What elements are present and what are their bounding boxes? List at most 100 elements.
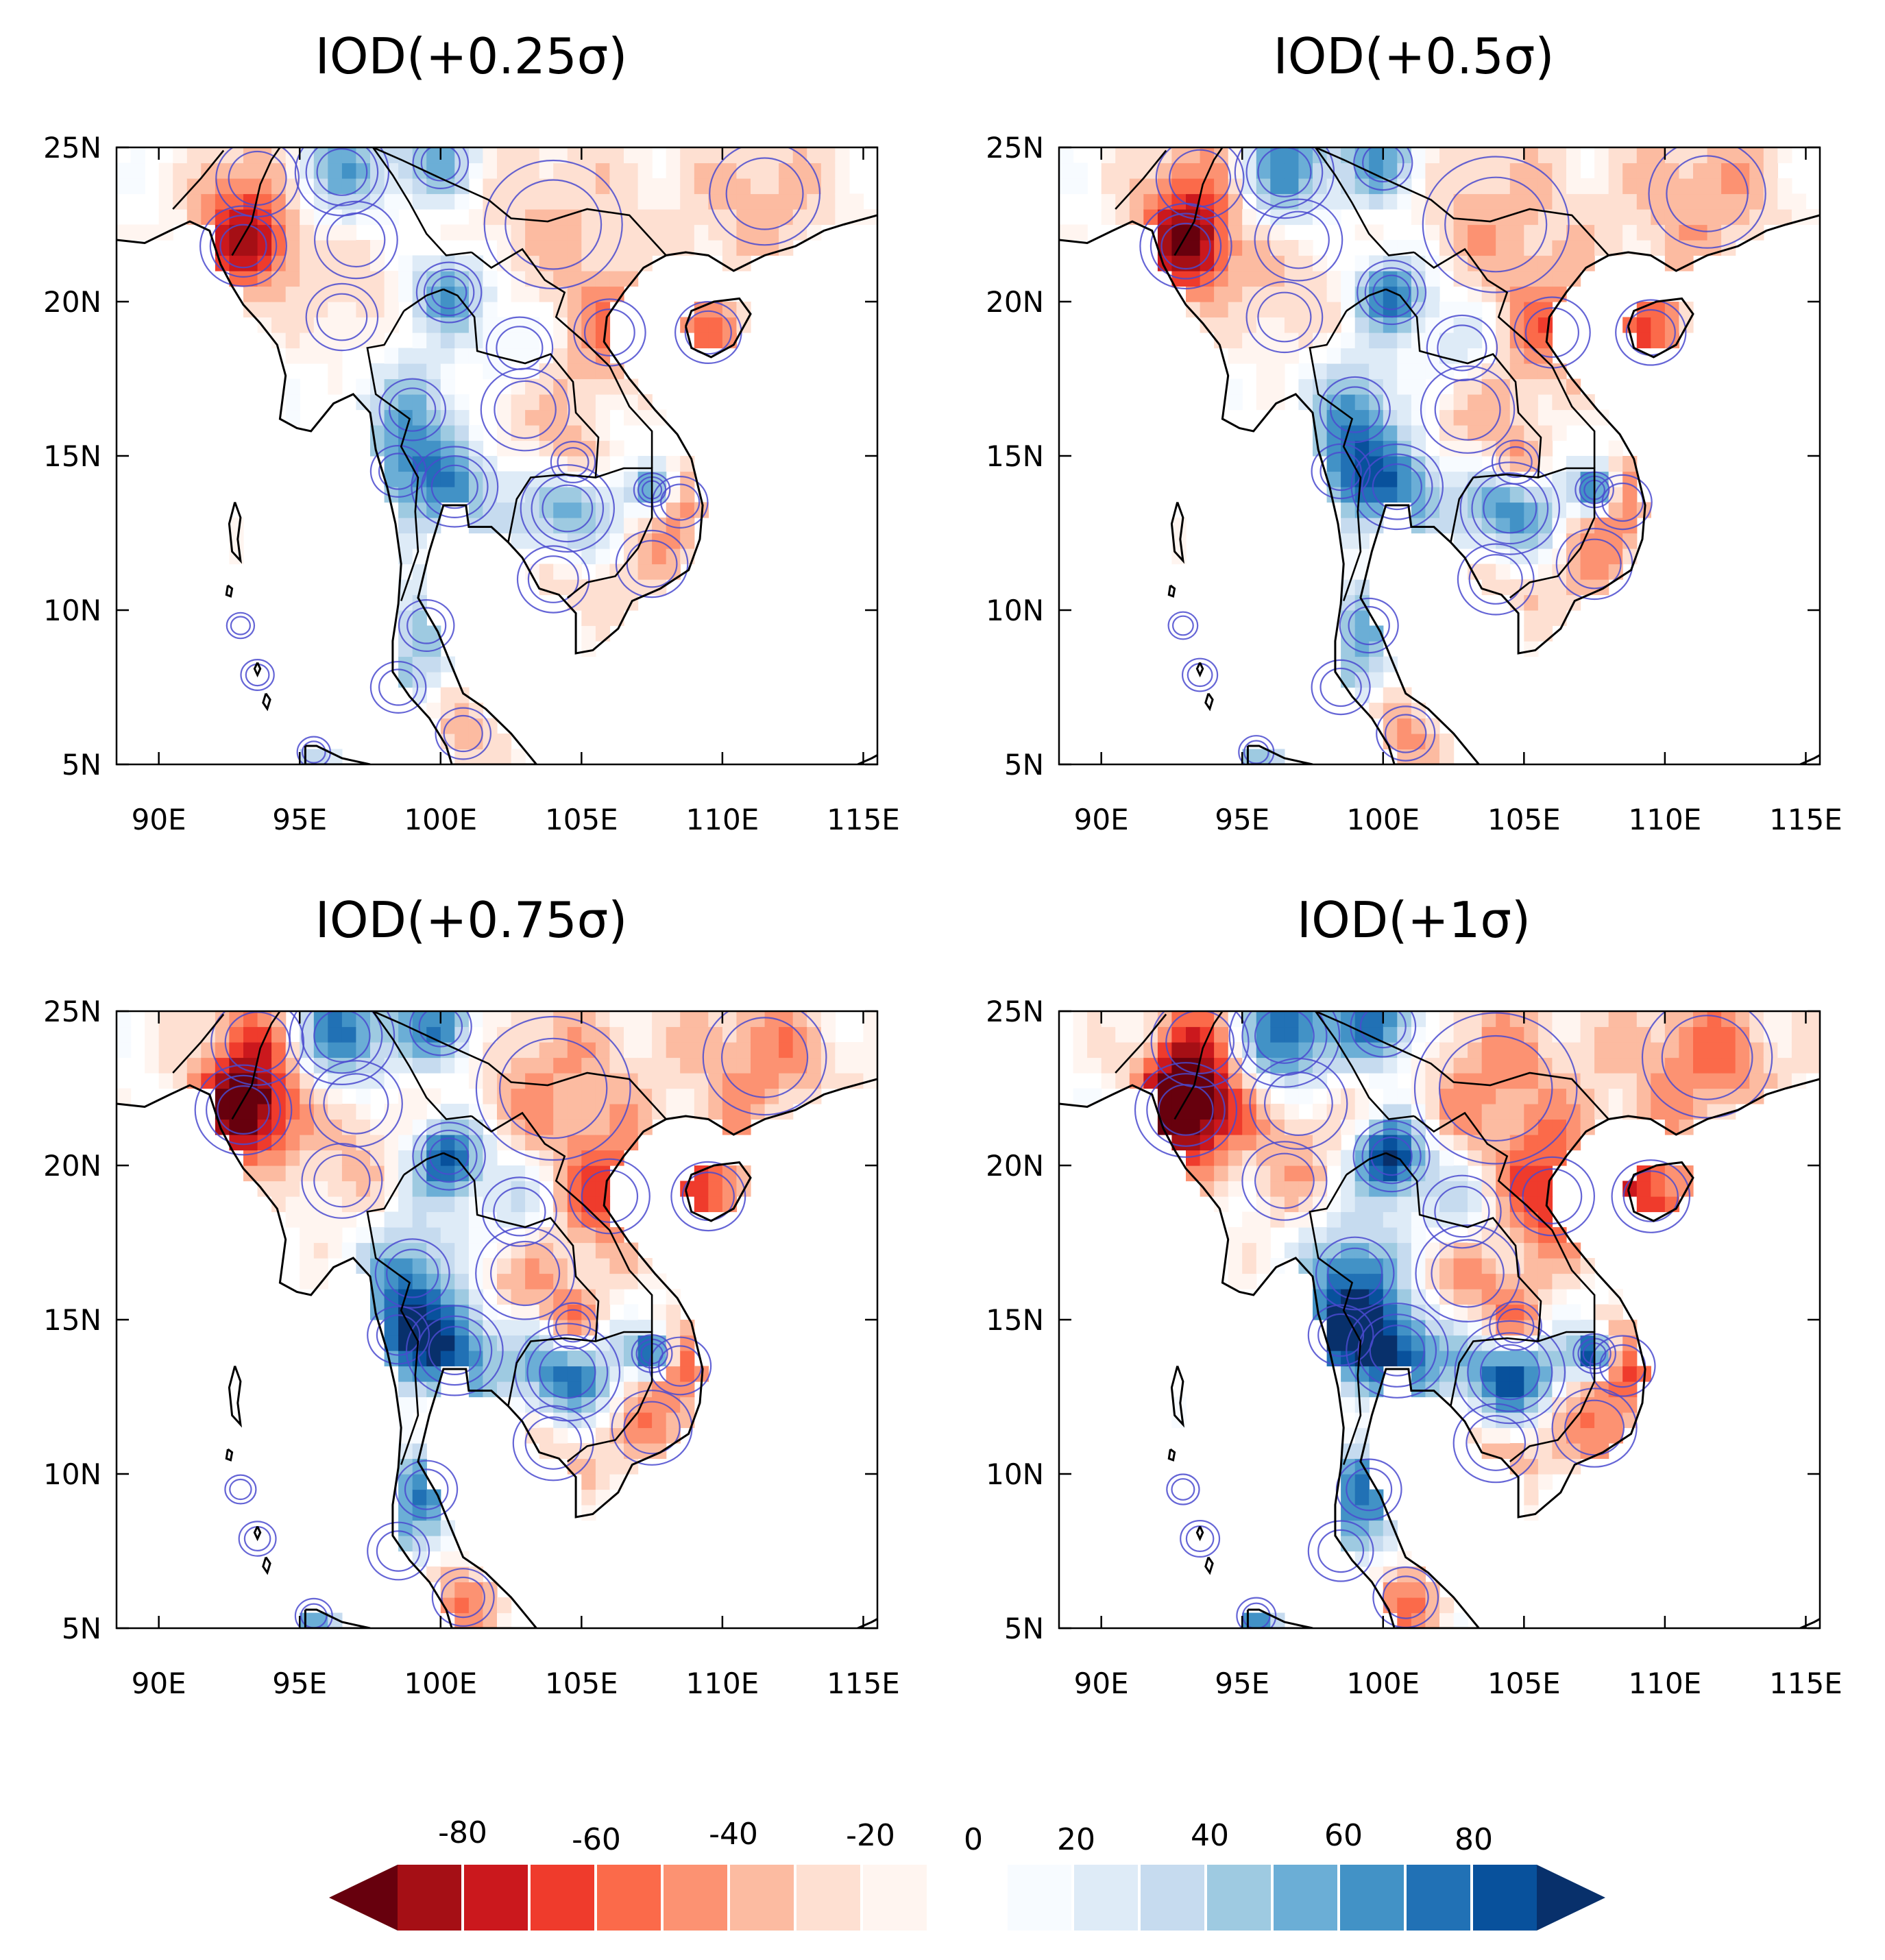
island-outline	[253, 662, 262, 678]
grid-cell	[595, 147, 611, 164]
grid-cell	[581, 240, 596, 256]
contour-line	[542, 484, 594, 533]
grid-cell	[553, 409, 568, 426]
grid-cell	[680, 209, 695, 226]
grid-cell	[1594, 1412, 1609, 1429]
grid-cell	[1397, 1597, 1412, 1614]
grid-cell	[1524, 1351, 1539, 1367]
grid-cell	[1411, 1135, 1426, 1151]
grid-cell	[1143, 1073, 1158, 1089]
grid-cell	[1073, 178, 1088, 195]
grid-cell	[1411, 1227, 1426, 1244]
grid-cell	[539, 1366, 554, 1382]
grid-cell	[1608, 193, 1623, 210]
grid-cell	[666, 224, 681, 241]
grid-cell	[285, 409, 300, 426]
grid-cell	[553, 1289, 568, 1305]
grid-cell	[1313, 1150, 1328, 1166]
grid-cell	[1537, 271, 1553, 287]
lon-tick-label: 100E	[404, 1667, 477, 1700]
grid-cell	[412, 1273, 427, 1290]
grid-cell	[1397, 1196, 1412, 1213]
grid-cell	[300, 1211, 315, 1228]
contour-line	[1385, 714, 1427, 753]
grid-cell	[412, 1258, 427, 1274]
grid-cell	[483, 1258, 498, 1274]
grid-cell	[1354, 1412, 1370, 1429]
grid-cell	[313, 286, 328, 302]
grid-cell	[257, 317, 272, 333]
grid-cell	[1636, 317, 1651, 333]
contour-line	[308, 1060, 403, 1148]
grid-cell	[609, 1057, 624, 1074]
grid-cell	[1242, 271, 1257, 287]
grid-cell	[483, 1026, 498, 1043]
contour-line	[229, 1478, 252, 1501]
grid-cell	[1453, 1165, 1468, 1182]
grid-cell	[229, 1026, 244, 1043]
grid-cell	[1552, 1427, 1567, 1444]
grid-cell	[1354, 332, 1370, 349]
grid-cell	[595, 1042, 611, 1058]
contour-line	[378, 378, 447, 441]
grid-cell	[1101, 178, 1116, 195]
grid-cell	[1383, 255, 1398, 271]
grid-cell	[1157, 1011, 1173, 1028]
grid-cell	[553, 1427, 568, 1444]
contour-line	[405, 1305, 504, 1396]
grid-cell	[313, 1258, 328, 1274]
grid-cell	[1552, 1104, 1567, 1120]
grid-cell	[1721, 193, 1736, 210]
grid-cell	[483, 1011, 498, 1028]
grid-cell	[1721, 1057, 1736, 1074]
grid-cell	[1256, 271, 1271, 287]
grid-cell	[595, 1304, 611, 1320]
grid-cell	[581, 1458, 596, 1475]
grid-cell	[595, 1443, 611, 1460]
grid-cell	[1383, 1242, 1398, 1259]
grid-cell	[1791, 1042, 1807, 1058]
grid-cell	[1636, 147, 1651, 164]
grid-cell	[1552, 255, 1567, 271]
grid-cell	[1171, 1088, 1187, 1104]
grid-cell	[694, 1088, 709, 1104]
island-outline	[1204, 1556, 1214, 1575]
contour-line	[725, 157, 804, 230]
contour-line	[1307, 1520, 1374, 1582]
grid-cell	[1735, 1073, 1750, 1089]
grid-cell	[624, 579, 639, 596]
lon-tick-label: 90E	[132, 1667, 186, 1700]
grid-cell	[779, 224, 794, 241]
grid-cell	[553, 147, 568, 164]
grid-cell	[1453, 533, 1468, 549]
grid-cell	[1566, 255, 1581, 271]
grid-cell	[341, 209, 357, 226]
grid-cell	[1580, 1104, 1595, 1120]
anomaly-field	[1059, 147, 1820, 764]
grid-cell	[412, 255, 427, 271]
grid-cell	[1171, 533, 1187, 549]
grid-cell	[1664, 1042, 1680, 1058]
grid-cell	[1242, 255, 1257, 271]
grid-cell	[1256, 1088, 1271, 1104]
grid-cell	[497, 1135, 512, 1151]
grid-cell	[539, 502, 554, 518]
contour-lines	[194, 1011, 827, 1628]
grid-cell	[525, 1057, 540, 1074]
grid-cell	[553, 1381, 568, 1398]
grid-cell	[708, 240, 723, 256]
grid-cell	[1481, 286, 1496, 302]
grid-cell	[1566, 456, 1581, 472]
grid-cell	[1101, 193, 1116, 210]
grid-cell	[751, 240, 766, 256]
grid-cell	[1707, 193, 1722, 210]
grid-cell	[1580, 1427, 1595, 1444]
grid-cell	[1566, 533, 1581, 549]
grid-cell	[1411, 1088, 1426, 1104]
grid-cell	[1369, 363, 1384, 380]
contour-line	[1311, 443, 1371, 500]
grid-cell	[1425, 1088, 1440, 1104]
contour-line	[378, 668, 419, 706]
grid-cell	[1157, 224, 1173, 241]
grid-cell	[1439, 1289, 1455, 1305]
